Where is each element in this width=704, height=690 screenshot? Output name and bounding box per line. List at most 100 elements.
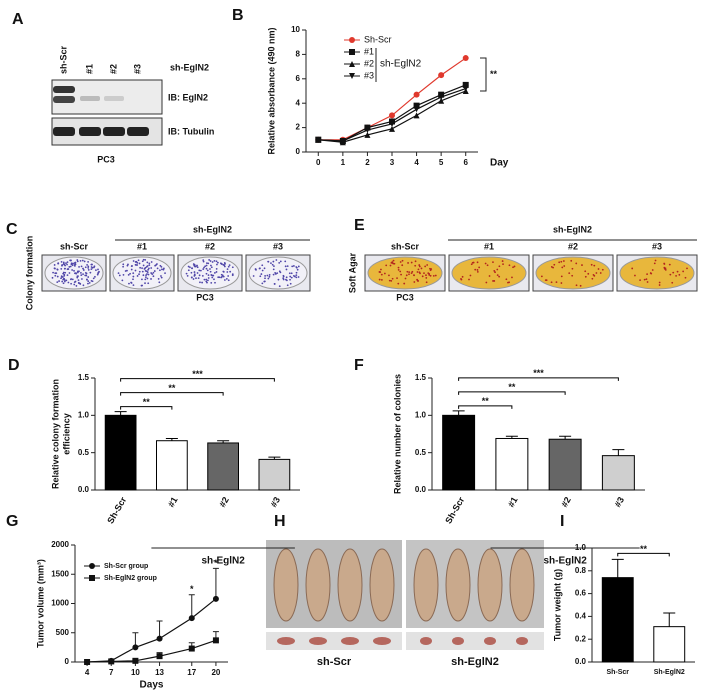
tumor <box>309 637 327 645</box>
colony-dot <box>193 263 196 266</box>
colony-dot <box>66 263 68 266</box>
colony-dot <box>77 282 80 285</box>
bar <box>653 626 686 663</box>
colony-dot <box>664 268 667 271</box>
y-tick-label: 2000 <box>51 540 69 549</box>
colony-dot <box>76 276 79 279</box>
colony-dot <box>408 273 410 276</box>
colony-dot <box>152 271 155 274</box>
colony-dot <box>593 274 596 277</box>
colony-dot <box>76 275 79 278</box>
colony-dot <box>74 261 77 264</box>
tumor <box>420 637 432 645</box>
colony-dot <box>511 276 513 279</box>
significance-bracket <box>458 405 513 409</box>
significance: ** <box>508 382 516 392</box>
colony-dot <box>560 275 563 278</box>
y-tick-label: 0.5 <box>78 448 90 457</box>
panel-label: D <box>8 357 20 374</box>
colony-dot <box>146 271 149 274</box>
colony-dot <box>198 269 201 272</box>
colony-dot <box>292 274 295 277</box>
colony-dot <box>584 270 587 273</box>
colony-dot <box>93 265 96 268</box>
x-tick-label: 13 <box>155 668 164 677</box>
colony-dot <box>488 275 491 277</box>
colony-dot <box>148 264 151 267</box>
colony-dot <box>209 264 212 267</box>
colony-dot <box>486 264 489 267</box>
colony-dot <box>69 259 72 262</box>
colony-dot <box>82 273 84 276</box>
x-tick-label: 4 <box>414 158 419 167</box>
colony-dot <box>223 262 226 264</box>
colony-dot <box>485 281 488 284</box>
colony-dot <box>410 261 413 264</box>
colony-dot <box>223 279 226 281</box>
y-tick-label: 1.0 <box>415 410 427 419</box>
colony-dot <box>284 265 287 268</box>
colony-dot <box>579 284 582 287</box>
y-tick-label: 0.0 <box>415 485 427 494</box>
colony-dot <box>653 262 656 265</box>
colony-dot <box>87 280 90 283</box>
colony-dot <box>378 278 381 281</box>
colony-dot <box>97 268 99 271</box>
colony-dot <box>213 259 216 262</box>
error-bar <box>611 558 624 578</box>
colony-dot <box>427 272 430 275</box>
colony-dot <box>64 271 67 274</box>
legend-label: Sh-Scr <box>364 34 392 44</box>
colony-dot <box>388 279 391 282</box>
colony-dot <box>140 284 143 287</box>
colony-dot <box>581 264 583 266</box>
colony-dot <box>267 260 270 263</box>
colony-dot <box>552 266 554 269</box>
colony-dot <box>421 275 424 278</box>
cell-label: PC3 <box>196 292 214 302</box>
y-tick-label: 8 <box>296 50 301 59</box>
colony-dot <box>146 273 148 275</box>
colony-dot <box>285 276 288 279</box>
colony-dot <box>90 263 93 266</box>
colony-dot <box>496 274 499 277</box>
colony-dot <box>676 270 679 273</box>
colony-dot <box>61 264 63 267</box>
tumor <box>452 637 464 645</box>
y-tick-label: 0.0 <box>78 485 90 494</box>
colony-dot <box>425 277 428 279</box>
colony-dot <box>195 277 197 280</box>
y-tick-label: 1.5 <box>415 373 427 382</box>
colony-dot <box>558 261 561 264</box>
colony-dot <box>67 268 70 270</box>
error-bar <box>268 456 281 460</box>
colony-dot <box>75 285 78 287</box>
colony-dot <box>202 260 205 263</box>
marker <box>462 55 469 62</box>
bar <box>258 458 291 491</box>
colony-dot <box>399 270 402 273</box>
colony-dot <box>64 264 67 267</box>
colony-dot <box>138 270 141 273</box>
colony-dot <box>672 271 675 274</box>
colony-dot <box>470 263 473 266</box>
colony-dot <box>263 267 266 270</box>
colony-dot <box>197 277 200 280</box>
legend-label: Sh-EglN2 group <box>104 575 157 582</box>
marker <box>188 645 195 652</box>
colony-dot <box>555 281 558 284</box>
colony-dot <box>190 271 193 274</box>
colony-dot <box>117 272 120 275</box>
colony-dot <box>571 267 574 270</box>
colony-dot <box>159 264 162 267</box>
colony-dot <box>380 273 383 276</box>
marker <box>349 61 355 67</box>
colony-dot <box>512 266 514 269</box>
lane-label: #1 <box>484 241 494 251</box>
colony-dot <box>550 281 553 284</box>
colony-dot <box>150 278 152 280</box>
colony-dot <box>89 271 92 274</box>
band-tubulin <box>127 127 149 136</box>
colony-dot <box>494 271 496 274</box>
